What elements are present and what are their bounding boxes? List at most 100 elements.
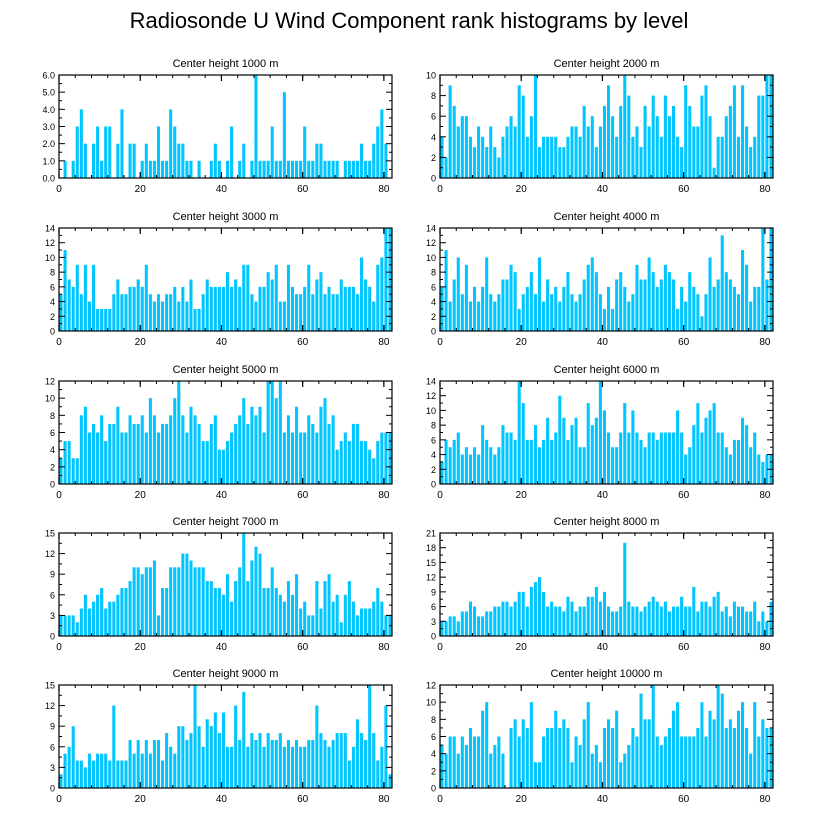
histogram-bar <box>635 606 639 636</box>
histogram-bar <box>521 403 525 484</box>
histogram-bar <box>712 286 716 331</box>
histogram-bar <box>680 432 684 484</box>
histogram-bar <box>550 601 554 636</box>
histogram-bar <box>716 685 720 788</box>
histogram-bar <box>173 126 177 178</box>
histogram-bar <box>323 398 327 484</box>
histogram-bar <box>554 606 558 636</box>
histogram-bar <box>598 294 602 331</box>
histogram-bar <box>307 160 311 178</box>
histogram-bar <box>116 760 120 788</box>
histogram-bar <box>529 586 533 636</box>
histogram-panel: Center height 8000 m 0 20 40 60 80 0 3 6 9 12 15 18 2… <box>426 516 774 653</box>
histogram-bar <box>594 272 598 331</box>
histogram-bar <box>173 398 177 484</box>
histogram-bar <box>104 608 108 636</box>
histogram-bar <box>570 294 574 331</box>
histogram-bar <box>529 272 533 331</box>
histogram-bar <box>647 432 651 484</box>
histogram-bar <box>680 147 684 178</box>
histogram-bar <box>315 143 319 178</box>
histogram-bar <box>655 439 659 484</box>
histogram-bar <box>368 286 372 331</box>
histogram-bar <box>254 301 258 331</box>
x-tick-label: 40 <box>216 490 228 501</box>
y-tick-label: 2 <box>50 462 55 472</box>
histogram-bar <box>667 432 671 484</box>
histogram-bar <box>505 279 509 331</box>
histogram-panel: Center height 7000 m 0 20 40 60 80 0 3 6 9 12 15 <box>45 516 393 653</box>
histogram-bar <box>230 432 234 484</box>
histogram-bar <box>700 95 704 178</box>
histogram-bar <box>270 279 274 331</box>
histogram-bar <box>716 432 720 484</box>
histogram-bar <box>529 702 533 788</box>
histogram-bar <box>619 606 623 636</box>
histogram-bar <box>611 447 615 484</box>
histogram-bar <box>667 727 671 788</box>
y-tick-label: 15 <box>426 558 436 568</box>
histogram-bar <box>452 616 456 636</box>
y-tick-label: 21 <box>426 529 436 539</box>
histogram-bar <box>221 594 225 636</box>
x-tick-label: 80 <box>378 794 390 805</box>
histogram-bar <box>513 439 517 484</box>
histogram-bar <box>307 264 311 331</box>
histogram-bar <box>96 126 100 178</box>
x-tick-label: 0 <box>437 184 443 195</box>
histogram-bar <box>87 753 91 788</box>
histogram-bar <box>501 601 505 636</box>
histogram-bar <box>497 606 501 636</box>
x-tick-label: 40 <box>597 642 609 653</box>
histogram-bar <box>177 381 181 484</box>
histogram-bar <box>692 126 696 178</box>
histogram-bar <box>368 160 372 178</box>
histogram-bar <box>728 454 732 484</box>
histogram-bar <box>120 760 124 788</box>
histogram-bar <box>364 279 368 331</box>
y-tick-label: 1.0 <box>42 156 55 166</box>
y-tick-label: 2 <box>431 766 436 776</box>
histogram-bar <box>165 733 169 788</box>
histogram-bar <box>602 410 606 484</box>
histogram-bar <box>464 447 468 484</box>
histogram-bar <box>63 753 67 788</box>
histogram-bar <box>676 606 680 636</box>
histogram-bar <box>307 739 311 788</box>
histogram-bar <box>493 606 497 636</box>
histogram-bar <box>667 116 671 178</box>
histogram-bar <box>140 574 144 636</box>
histogram-bar <box>472 447 477 484</box>
histogram-bar <box>684 85 688 178</box>
histogram-bar <box>355 160 360 178</box>
histogram-bar <box>274 739 278 788</box>
histogram-bar <box>607 719 611 788</box>
histogram-bar <box>217 449 221 484</box>
histogram-bar <box>769 601 773 636</box>
histogram-bar <box>757 286 761 331</box>
histogram-bar <box>464 116 468 178</box>
histogram-bar <box>562 147 566 178</box>
histogram-bar <box>741 606 745 636</box>
histogram-bar <box>339 622 343 636</box>
histogram-bar <box>745 611 749 636</box>
histogram-bar <box>757 95 761 178</box>
histogram-bar <box>221 449 225 484</box>
histogram-bar <box>299 160 303 178</box>
histogram-bar <box>75 622 79 636</box>
histogram-bar <box>493 301 497 331</box>
histogram-bar <box>112 294 116 331</box>
histogram-bar <box>676 308 680 331</box>
histogram-bar <box>286 264 290 331</box>
histogram-bar <box>578 294 582 331</box>
histogram-bar <box>537 257 542 331</box>
histogram-bar <box>623 542 627 636</box>
histogram-bar <box>696 611 700 636</box>
histogram-bar <box>67 746 71 788</box>
histogram-bar <box>250 160 254 178</box>
histogram-bar <box>615 710 619 788</box>
x-tick-label: 0 <box>56 490 62 501</box>
histogram-bar <box>623 753 627 788</box>
histogram-bar <box>517 736 521 788</box>
histogram-bar <box>372 601 376 636</box>
